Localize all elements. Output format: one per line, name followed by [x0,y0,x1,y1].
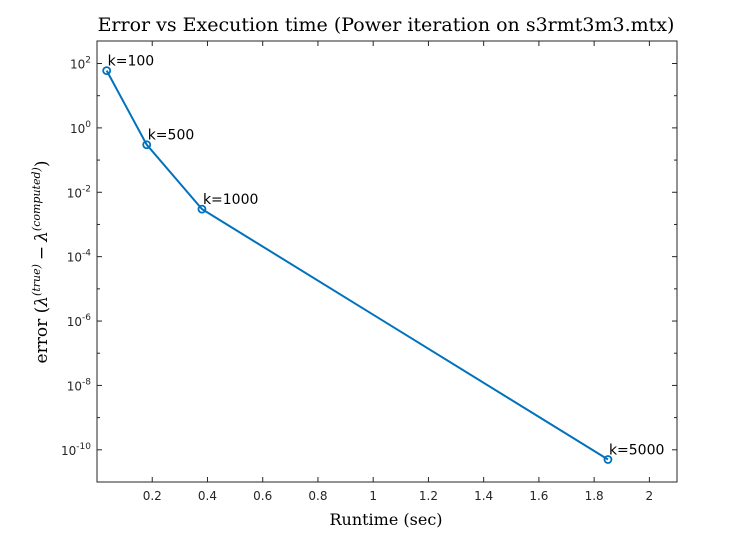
x-tick-label: 0.4 [198,489,217,503]
x-tick-label: 0.8 [308,489,327,503]
data-point-label: k=1000 [203,192,258,208]
y-axis-label-lambda-2: λ [32,231,52,243]
x-tick-label: 1.8 [585,489,604,503]
x-tick-label: 0.6 [253,489,272,503]
plot-frame [96,40,678,483]
x-tick-label: 1.6 [529,489,548,503]
y-axis-label-sup-computed: (computed) [30,167,43,231]
data-point-marker [102,66,112,76]
y-axis-label-sup-true: (true) [30,264,43,296]
y-axis-label-lambda: λ [32,296,52,308]
data-point-label: k=5000 [609,442,664,458]
data-point-marker [197,204,207,214]
y-axis-label-minus: − [32,246,52,260]
x-tick-label: 0.2 [143,489,162,503]
series-line-group: k=100 k=500 k=1000 k=5000 [102,54,664,464]
y-axis-label-suffix: ) [32,161,52,168]
y-axis-label: error (λ(true)−λ(computed)) [30,161,52,364]
x-axis-label: Runtime (sec) [329,510,442,529]
y-tick-label: 102 [70,56,91,72]
data-point-marker [142,140,152,150]
y-tick-label: 100 [70,120,91,136]
data-point-marker [603,455,613,464]
y-tick-label: 10-6 [67,313,92,329]
y-axis-ticks: 10-10 10-8 10-6 10-4 10-2 100 102 [61,56,677,483]
chart-title: Error vs Execution time (Power iteration… [98,14,675,36]
data-point-label: k=100 [108,54,155,70]
x-tick-label: 1.2 [419,489,438,503]
plot-area [97,41,677,482]
x-tick-label: 1 [369,489,377,503]
x-tick-label: 2 [646,489,654,503]
data-point-label: k=500 [148,128,195,144]
x-tick-label: 1.4 [474,489,493,503]
y-tick-label: 10-10 [61,442,91,458]
series-line [105,70,609,461]
y-tick-label: 10-4 [67,249,92,265]
y-tick-label: 10-2 [67,184,91,200]
y-axis-label-prefix: error ( [32,307,52,364]
x-axis-ticks: 0.2 0.4 0.6 0.8 1 1.2 1.4 1.6 1.8 2 [143,41,654,503]
y-tick-label: 10-8 [67,377,92,393]
